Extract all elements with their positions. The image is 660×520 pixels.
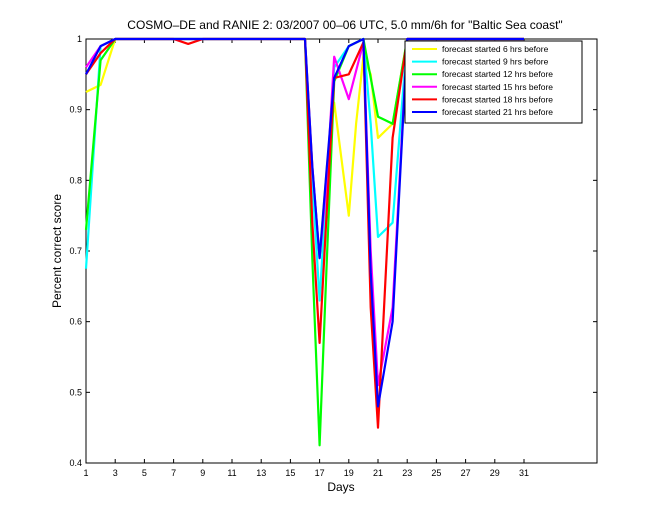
y-tick-label: 0.7 <box>69 246 82 256</box>
x-tick-label: 19 <box>344 468 354 478</box>
y-tick-label: 0.6 <box>69 317 82 327</box>
legend-label: forecast started 21 hrs before <box>442 107 553 117</box>
x-tick-label: 25 <box>431 468 441 478</box>
x-tick-label: 5 <box>142 468 147 478</box>
legend-label: forecast started 15 hrs before <box>442 82 553 92</box>
y-axis-label: Percent correct score <box>50 194 64 308</box>
chart-title: COSMO–DE and RANIE 2: 03/2007 00–06 UTC,… <box>127 18 562 32</box>
x-tick-label: 29 <box>490 468 500 478</box>
x-axis-label: Days <box>327 480 354 494</box>
x-tick-label: 13 <box>256 468 266 478</box>
y-axis: 0.4 0.5 0.6 0.7 0.8 0.9 1 <box>69 34 597 468</box>
legend-label: forecast started 12 hrs before <box>442 69 553 79</box>
y-tick-label: 0.8 <box>69 175 82 185</box>
x-tick-label: 1 <box>83 468 88 478</box>
y-tick-label: 1 <box>77 34 82 44</box>
legend-label: forecast started 9 hrs before <box>442 57 549 67</box>
y-tick-label: 0.4 <box>69 458 82 468</box>
y-tick-label: 0.9 <box>69 105 82 115</box>
x-tick-label: 7 <box>171 468 176 478</box>
series-lines <box>84 37 524 447</box>
legend: forecast started 6 hrs before forecast st… <box>404 40 583 124</box>
legend-box <box>404 40 583 124</box>
x-tick-label: 9 <box>200 468 205 478</box>
x-tick-label: 31 <box>519 468 529 478</box>
x-tick-label: 21 <box>373 468 383 478</box>
x-tick-label: 11 <box>227 468 236 478</box>
x-tick-label: 17 <box>315 468 325 478</box>
x-tick-label: 23 <box>402 468 412 478</box>
x-tick-label: 15 <box>285 468 295 478</box>
series-line-6 <box>85 37 524 408</box>
x-tick-label: 27 <box>461 468 471 478</box>
x-tick-label: 3 <box>113 468 118 478</box>
y-tick-label: 0.5 <box>69 387 82 397</box>
legend-label: forecast started 18 hrs before <box>442 94 553 104</box>
legend-label: forecast started 6 hrs before <box>442 44 549 54</box>
